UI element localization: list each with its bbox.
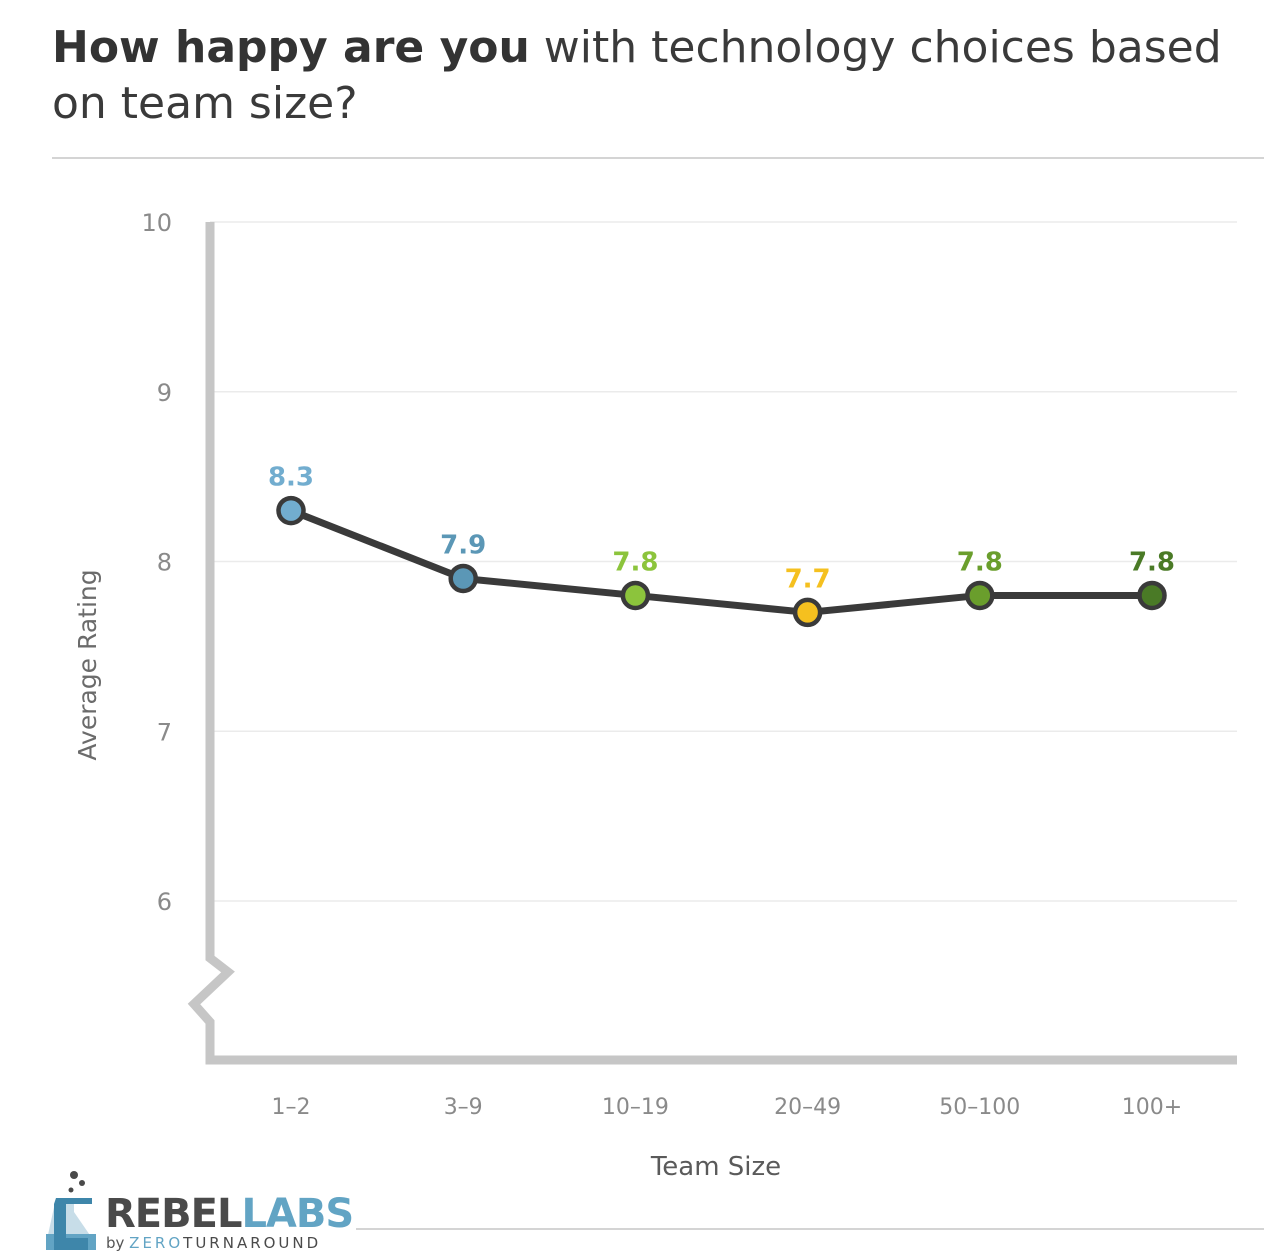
grid-lines — [210, 221, 1237, 902]
y-tick-label: 10 — [141, 209, 172, 237]
series-group: 8.3 7.9 7.8 7.7 7.8 7.8 — [268, 463, 1175, 628]
axis-line-with-break — [187, 222, 1237, 1065]
footer-divider — [356, 1228, 1264, 1230]
rebellabs-logo: REBELLABS by ZEROTURNAROUND — [44, 1168, 354, 1254]
x-tick-label: 50–100 — [939, 1095, 1020, 1120]
x-axis-label: Team Size — [650, 1152, 781, 1182]
x-tick-label: 10–19 — [602, 1095, 669, 1120]
logo-rebel-text: REBEL — [105, 1191, 242, 1237]
x-tick-label: 100+ — [1122, 1095, 1182, 1120]
data-point — [792, 597, 823, 628]
y-tick-label: 6 — [157, 888, 172, 916]
logo-zero-text: ZERO — [129, 1234, 184, 1252]
data-label: 7.8 — [612, 547, 658, 577]
logo-by-text: by — [106, 1234, 130, 1252]
logo-wordmark: REBELLABS — [105, 1191, 354, 1237]
tick-labels: 6 7 8 9 10 1–2 3–9 10–19 20–49 50–100 100+ — [141, 209, 1182, 1120]
data-label: 7.7 — [785, 564, 831, 594]
data-label: 8.3 — [268, 463, 314, 493]
data-point — [620, 580, 651, 611]
chart-title-bold: How happy are you — [52, 22, 530, 73]
y-tick-label: 9 — [157, 379, 172, 407]
data-label: 7.9 — [440, 530, 486, 560]
title-divider — [52, 157, 1264, 159]
logo-byline: by ZEROTURNAROUND — [106, 1234, 321, 1252]
y-tick-label: 8 — [157, 549, 172, 577]
series-line — [289, 507, 1152, 616]
y-axis-label: Average Rating — [73, 569, 102, 760]
x-tick-label: 1–2 — [272, 1095, 311, 1120]
chart-title: How happy are you with technology choice… — [52, 20, 1252, 132]
y-tick-label: 7 — [157, 718, 172, 746]
flask-icon — [46, 1171, 96, 1250]
logo-labs-text: LABS — [241, 1191, 354, 1237]
data-point — [276, 495, 306, 526]
data-point — [965, 580, 995, 611]
axes — [187, 222, 1237, 1065]
data-point — [1137, 580, 1167, 611]
data-point — [448, 563, 478, 594]
x-tick-label: 20–49 — [774, 1095, 841, 1120]
logo-turnaround-text: TURNAROUND — [183, 1234, 322, 1252]
chart-title-rest: with technology choices based on team si… — [52, 22, 1222, 129]
data-label: 7.8 — [1129, 547, 1175, 577]
x-tick-label: 3–9 — [444, 1095, 483, 1120]
data-label: 7.8 — [957, 547, 1003, 577]
